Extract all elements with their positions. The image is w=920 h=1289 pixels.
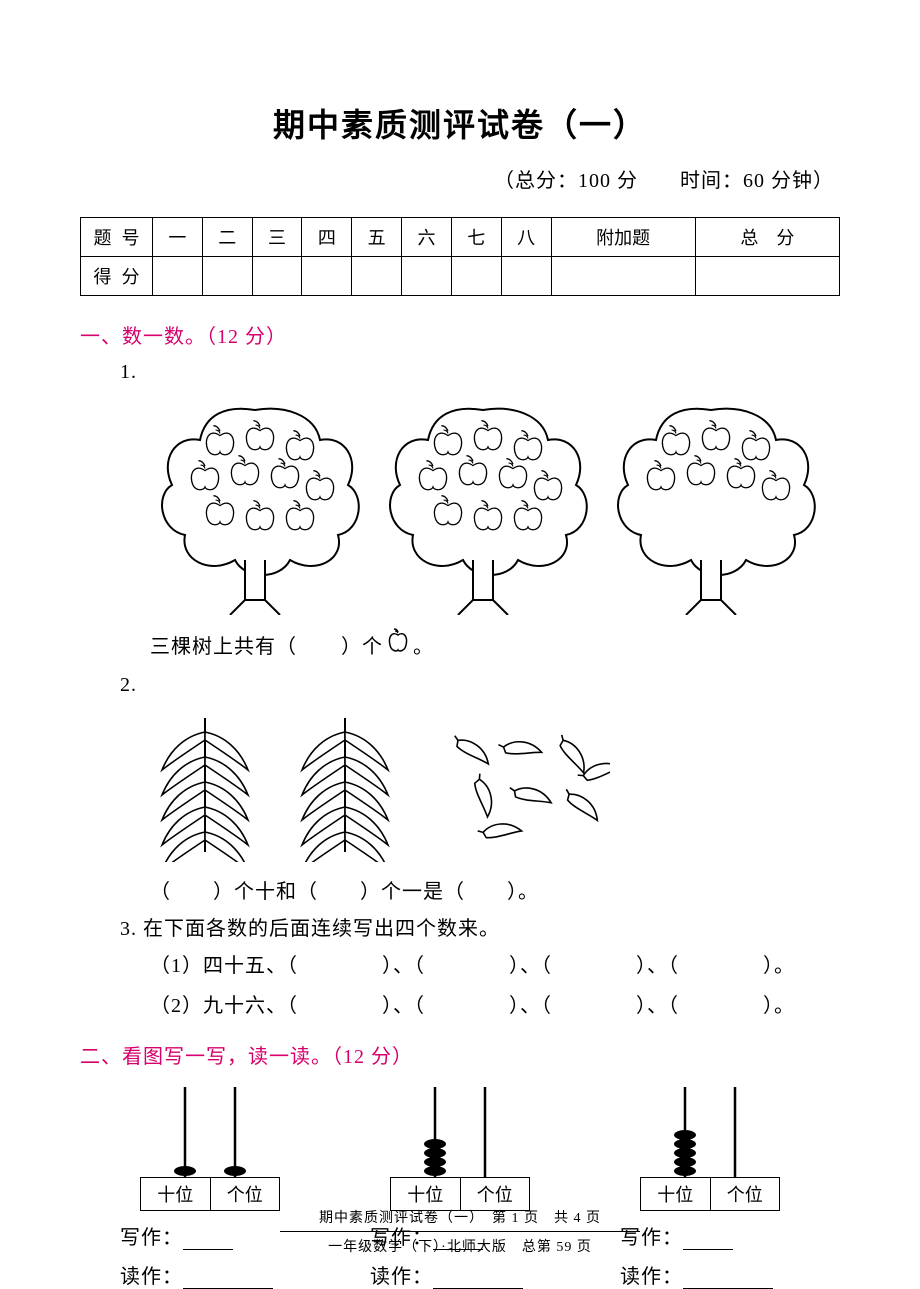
read-blank[interactable] bbox=[433, 1265, 523, 1289]
col-5: 五 bbox=[352, 218, 402, 257]
q1-text: 三棵树上共有（ ）个 。 bbox=[150, 628, 840, 660]
score-cell[interactable] bbox=[302, 257, 352, 296]
banana-bunch-icon bbox=[150, 712, 260, 862]
col-total: 总 分 bbox=[695, 218, 839, 257]
col-6: 六 bbox=[402, 218, 452, 257]
abacus-icon bbox=[390, 1087, 530, 1177]
footer-line1: 期中素质测评试卷（一） 第 1 页 共 4 页 bbox=[0, 1207, 920, 1227]
footer-divider bbox=[280, 1231, 640, 1232]
apple-icon bbox=[385, 628, 411, 660]
abacus-icon bbox=[640, 1087, 780, 1177]
ones-label: 个位 bbox=[461, 1178, 530, 1210]
q3: 3. 在下面各数的后面连续写出四个数来。 bbox=[120, 912, 840, 946]
q2-text: （ ）个十和（ ）个一是（ ）。 bbox=[150, 875, 840, 904]
section2-heading: 二、看图写一写，读一读。（12 分） bbox=[80, 1040, 840, 1069]
abacus-column: 十位 个位 写作： 读作： bbox=[120, 1087, 300, 1289]
score-cell[interactable] bbox=[402, 257, 452, 296]
exam-meta: （总分：100 分 时间：60 分钟） bbox=[80, 164, 840, 193]
q1-text-a: 三棵树上共有（ bbox=[150, 630, 297, 659]
tree-icon bbox=[150, 395, 360, 615]
row2-label: 得分 bbox=[81, 257, 153, 296]
col-7: 七 bbox=[451, 218, 501, 257]
col-extra: 附加题 bbox=[551, 218, 695, 257]
q2-number: 2. bbox=[120, 668, 840, 702]
section1-heading: 一、数一数。（12 分） bbox=[80, 320, 840, 349]
col-8: 八 bbox=[501, 218, 551, 257]
loose-bananas-icon bbox=[430, 727, 610, 847]
page-title: 期中素质测评试卷（一） bbox=[80, 100, 840, 146]
score-cell[interactable] bbox=[451, 257, 501, 296]
ones-label: 个位 bbox=[711, 1178, 780, 1210]
table-row: 题号 一 二 三 四 五 六 七 八 附加题 总 分 bbox=[81, 218, 840, 257]
abacus-column: 十位 个位 写作： 读作： bbox=[370, 1087, 550, 1289]
read-line: 读作： bbox=[120, 1260, 300, 1289]
place-labels: 十位 个位 bbox=[390, 1177, 530, 1211]
abacus-column: 十位 个位 写作： 读作： bbox=[620, 1087, 800, 1289]
page-footer: 期中素质测评试卷（一） 第 1 页 共 4 页 一年级数学（下）·北师大版 总第… bbox=[0, 1207, 920, 1256]
score-cell[interactable] bbox=[551, 257, 695, 296]
col-4: 四 bbox=[302, 218, 352, 257]
read-blank[interactable] bbox=[683, 1265, 773, 1289]
score-table: 题号 一 二 三 四 五 六 七 八 附加题 总 分 得分 bbox=[80, 217, 840, 296]
col-3: 三 bbox=[252, 218, 302, 257]
score-cell[interactable] bbox=[153, 257, 203, 296]
q3-sub1: （1）四十五、（ ）、（ ）、（ ）、（ ）。 bbox=[150, 946, 840, 986]
table-row: 得分 bbox=[81, 257, 840, 296]
tens-label: 十位 bbox=[641, 1178, 711, 1210]
footer-line2: 一年级数学（下）·北师大版 总第 59 页 bbox=[0, 1236, 920, 1256]
read-line: 读作： bbox=[620, 1260, 800, 1289]
q3-text: 在下面各数的后面连续写出四个数来。 bbox=[143, 918, 500, 940]
subtitle-prefix: （总分： bbox=[494, 170, 578, 192]
tens-label: 十位 bbox=[141, 1178, 211, 1210]
bananas-figure bbox=[150, 712, 840, 867]
q1-text-b: ）个 bbox=[341, 630, 383, 659]
banana-bunch-icon bbox=[290, 712, 400, 862]
tree-icon bbox=[378, 395, 588, 615]
place-labels: 十位 个位 bbox=[140, 1177, 280, 1211]
row1-label: 题号 bbox=[81, 218, 153, 257]
abacus-row: 十位 个位 写作： 读作： 十位 个位 写作： 读作： 十位 个位 写作： 读作… bbox=[120, 1087, 840, 1289]
time-unit: 分钟） bbox=[765, 170, 834, 192]
col-1: 一 bbox=[153, 218, 203, 257]
tens-label: 十位 bbox=[391, 1178, 461, 1210]
score-cell[interactable] bbox=[202, 257, 252, 296]
q3-number: 3. bbox=[120, 918, 137, 940]
q1-number: 1. bbox=[120, 355, 840, 389]
place-labels: 十位 个位 bbox=[640, 1177, 780, 1211]
ones-label: 个位 bbox=[211, 1178, 280, 1210]
time-label: 时间： bbox=[680, 170, 743, 192]
tree-icon bbox=[606, 395, 816, 615]
col-2: 二 bbox=[202, 218, 252, 257]
score-cell[interactable] bbox=[252, 257, 302, 296]
read-blank[interactable] bbox=[183, 1265, 273, 1289]
q3-sub2: （2）九十六、（ ）、（ ）、（ ）、（ ）。 bbox=[150, 986, 840, 1026]
trees-figure bbox=[150, 395, 840, 620]
score-cell[interactable] bbox=[352, 257, 402, 296]
score-cell[interactable] bbox=[695, 257, 839, 296]
read-line: 读作： bbox=[370, 1260, 550, 1289]
score-unit: 分 bbox=[611, 170, 638, 192]
abacus-icon bbox=[140, 1087, 280, 1177]
total-score: 100 bbox=[578, 170, 611, 192]
q1-text-c: 。 bbox=[413, 630, 434, 659]
score-cell[interactable] bbox=[501, 257, 551, 296]
time-value: 60 bbox=[743, 170, 765, 192]
